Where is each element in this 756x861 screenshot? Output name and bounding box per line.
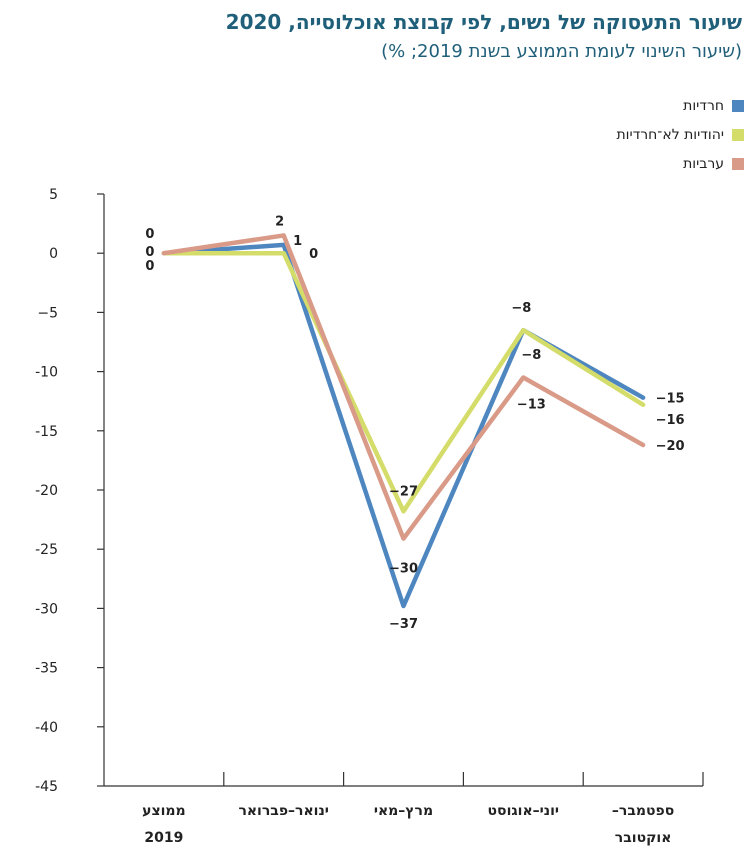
y-tick-label: 0 [49,246,58,262]
data-label: 1 [293,234,302,249]
x-tick-label: ספטמבר– [612,803,674,819]
y-tick-label: -15 [35,424,58,440]
legend-item-arab: ערביות [616,156,744,172]
y-tick-label: -10 [35,365,58,381]
y-tick-label: -30 [35,601,58,617]
y-tick-label: −5 [37,305,58,321]
data-label: −27 [389,484,418,499]
data-label: −8 [521,348,541,363]
chart-subtitle: (שיעור השינוי לעומת הממוצע בשנת 2019; %) [381,41,742,62]
x-tick-label: יוני–אוגוסט [488,803,559,819]
data-label: −37 [389,617,418,632]
y-tick-label: -35 [35,661,58,677]
legend-swatch-haredi [732,100,744,112]
y-tick-label: -20 [35,483,58,499]
series-line-0 [161,242,646,609]
series-line-1 [161,250,646,514]
x-tick-label: אוקטובר [615,830,672,846]
y-tick-label: -25 [35,542,58,558]
legend-label-haredi: חרדיות [683,98,724,114]
x-tick-label: מרץ–מאי [374,803,433,819]
data-label: 0 [145,227,154,242]
x-tick-label: 2019 [144,830,183,846]
chart-header: שיעור התעסוקה של נשים, לפי קבוצת אוכלוסי… [12,8,742,66]
data-label: −20 [656,439,685,454]
y-tick-label: 5 [49,187,58,203]
chart-title: שיעור התעסוקה של נשים, לפי קבוצת אוכלוסי… [225,10,742,34]
data-label: 2 [275,214,284,229]
legend-swatch-nonharedi [732,129,744,141]
legend-item-nonharedi: יהודיות לא־חרדיות [616,127,744,143]
data-label: 0 [145,245,154,260]
data-label: −13 [517,398,546,413]
y-tick-label: -45 [35,779,58,795]
series-line-2 [161,233,646,541]
data-label: −8 [511,301,531,316]
data-label: 0 [145,259,154,274]
data-label: 0 [309,247,318,262]
legend-label-nonharedi: יהודיות לא־חרדיות [616,127,724,143]
data-label: −30 [389,562,418,577]
legend: חרדיות יהודיות לא־חרדיות ערביות [616,98,744,185]
legend-item-haredi: חרדיות [616,98,744,114]
x-tick-label: ממוצע [142,803,186,819]
legend-swatch-arab [732,158,744,170]
data-label: −16 [656,413,685,428]
y-tick-label: -40 [35,720,58,736]
legend-label-arab: ערביות [683,156,724,172]
data-label: −15 [656,392,685,407]
x-tick-label: ינואר–פברואר [238,803,329,819]
